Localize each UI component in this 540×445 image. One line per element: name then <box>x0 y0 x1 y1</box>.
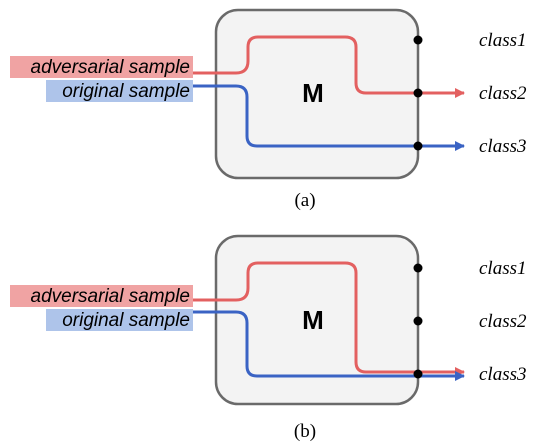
class-label: class3 <box>479 136 527 157</box>
adversarial-sample-label: adversarial sample <box>31 57 190 78</box>
class-label: class1 <box>479 30 527 51</box>
class-label: class2 <box>479 311 527 332</box>
output-dot-class1 <box>413 35 423 45</box>
class-label: class3 <box>479 364 527 385</box>
adversarial-path <box>193 261 465 377</box>
output-dot-class3 <box>413 141 423 151</box>
adversarial-sample-label: adversarial sample <box>31 286 190 307</box>
original-label-bg <box>46 309 193 331</box>
panel-b: M adversarial sample original sample cla… <box>10 234 527 442</box>
panel-caption: (a) <box>294 190 315 211</box>
output-dot-class2 <box>413 88 423 98</box>
original-sample-label: original sample <box>62 81 190 102</box>
output-dot-class2 <box>413 316 423 326</box>
adversarial-label-bg <box>10 285 193 307</box>
model-label: M <box>302 305 324 335</box>
original-path <box>193 310 465 381</box>
model-label: M <box>302 78 324 108</box>
adversarial-label-bg <box>10 56 193 78</box>
panel-caption: (b) <box>294 421 316 442</box>
original-sample-label: original sample <box>62 310 190 331</box>
adversarial-path <box>193 35 465 98</box>
class-label: class1 <box>479 258 527 279</box>
output-dot-class3 <box>413 369 423 379</box>
original-label-bg <box>46 80 193 102</box>
panel-a: M adversarial sample original sample cla… <box>10 8 527 211</box>
original-path <box>193 84 465 151</box>
output-dot-class1 <box>413 263 423 273</box>
class-label: class2 <box>479 83 527 104</box>
